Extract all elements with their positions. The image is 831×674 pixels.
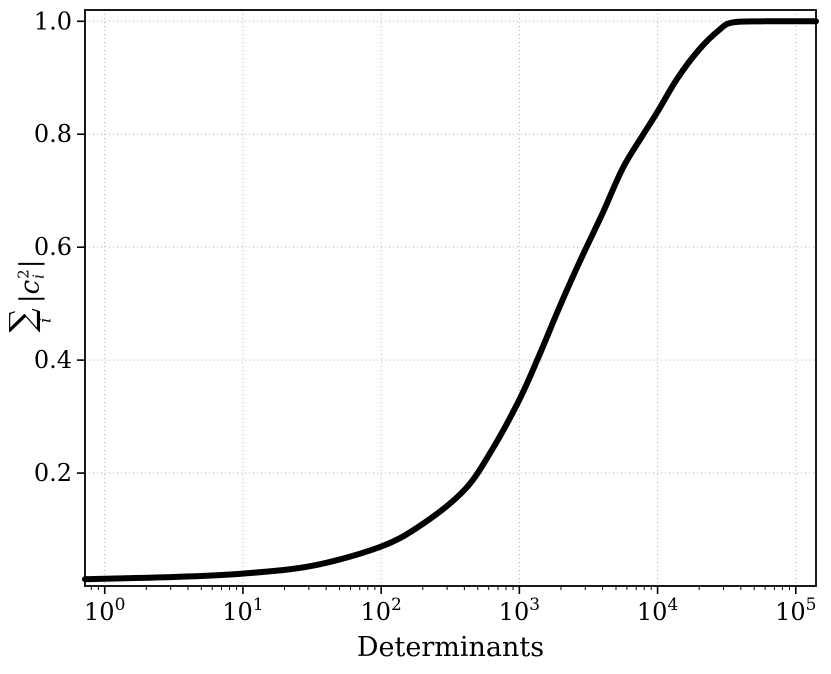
x-tick-label: 104 <box>637 595 678 626</box>
coefficient-open: |c <box>14 279 45 304</box>
y-tick-label: 0.8 <box>34 120 72 148</box>
coefficient-scripts: 2 i <box>14 269 47 279</box>
plot-border <box>84 9 817 587</box>
y-tick-label: 0.2 <box>34 459 72 487</box>
x-tick-label: 105 <box>775 595 816 626</box>
sum-symbol: ∑ i <box>2 308 55 333</box>
x-tick-label: 102 <box>360 595 401 626</box>
data-curve <box>82 18 819 583</box>
x-tick-label: 101 <box>222 595 263 626</box>
x-tick-label: 103 <box>499 595 540 626</box>
y-tick-label: 1.0 <box>34 7 72 35</box>
x-tick-label: 100 <box>84 595 125 626</box>
y-tick-label: 0.4 <box>34 346 72 374</box>
coefficient-close: | <box>14 259 45 269</box>
x-axis-label: Determinants <box>356 632 545 663</box>
y-axis-label: ∑ i |c 2 i | <box>2 259 55 333</box>
y-tick-label: 0.6 <box>34 233 72 261</box>
